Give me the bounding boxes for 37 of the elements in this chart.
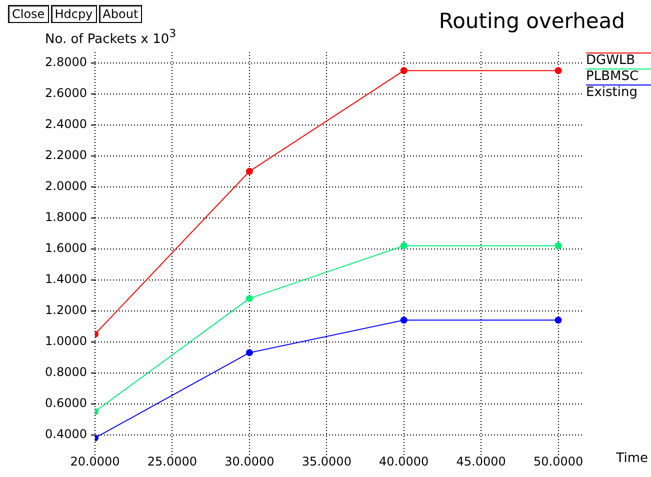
point — [246, 168, 253, 175]
legend-label: PLBMSC — [586, 69, 639, 84]
chart-title: Routing overhead — [438, 9, 625, 33]
legend-label: DGWLB — [586, 53, 636, 68]
y-tick-label: 1.8000 — [45, 210, 87, 224]
x-axis-title: Time — [615, 451, 648, 466]
point — [246, 349, 253, 356]
point — [554, 242, 562, 250]
point — [400, 242, 408, 250]
text: Hdcpy — [50, 5, 97, 23]
y-tick-label: 2.8000 — [45, 54, 87, 69]
y-tick-label: 1.0000 — [45, 334, 87, 348]
x-tick-label: 50.0000 — [533, 454, 584, 468]
y-tick-label: 1.6000 — [45, 240, 87, 255]
y-tick-label: 2.0000 — [45, 178, 87, 193]
x-tick-label: 45.0000 — [456, 454, 506, 468]
x-tick-label: 30.0000 — [224, 454, 274, 468]
y-tick-label: 2.6000 — [45, 86, 87, 100]
y-tick-label: 2.4000 — [45, 116, 87, 131]
point — [246, 294, 253, 302]
y-tick-label: 0.8000 — [45, 364, 87, 379]
x-tick-label: 20.0000 — [70, 454, 120, 468]
x-tick-label: 35.0000 — [302, 454, 352, 468]
y-tick-label: 0.6000 — [45, 396, 87, 410]
text: Close — [8, 5, 49, 23]
point — [400, 316, 408, 324]
legend-label: Existing — [586, 85, 638, 100]
y-tick-label: 0.4000 — [45, 426, 87, 441]
point — [554, 67, 562, 74]
y-tick-label: 2.2000 — [45, 148, 87, 162]
point — [400, 67, 408, 74]
text: About — [98, 5, 142, 23]
point — [554, 316, 562, 324]
x-tick-label: 25.0000 — [147, 454, 198, 468]
y-tick-label: 1.4000 — [45, 272, 87, 286]
x-tick-label: 40.0000 — [379, 454, 429, 468]
y-tick-label: 1.2000 — [45, 302, 87, 317]
